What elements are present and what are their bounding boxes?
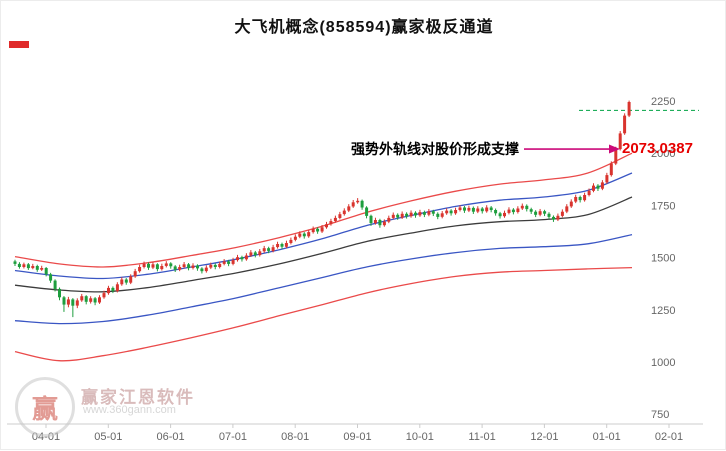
svg-text:2250: 2250 <box>651 96 675 108</box>
svg-text:09-01: 09-01 <box>343 431 371 443</box>
svg-text:06-01: 06-01 <box>157 431 185 443</box>
svg-text:02-01: 02-01 <box>655 431 683 443</box>
corner-red-mark <box>9 41 29 48</box>
svg-text:04-01: 04-01 <box>32 431 60 443</box>
svg-text:1250: 1250 <box>651 305 675 317</box>
svg-text:07-01: 07-01 <box>219 431 247 443</box>
svg-text:1000: 1000 <box>651 357 675 369</box>
svg-text:01-01: 01-01 <box>593 431 621 443</box>
support-annotation-text: 强势外轨线对股价形成支撑 <box>351 141 519 157</box>
svg-text:11-01: 11-01 <box>468 431 495 443</box>
svg-text:2000: 2000 <box>651 148 675 160</box>
svg-text:1750: 1750 <box>651 200 675 212</box>
svg-text:10-01: 10-01 <box>406 431 434 443</box>
svg-text:08-01: 08-01 <box>281 431 309 443</box>
svg-text:12-01: 12-01 <box>530 431 558 443</box>
svg-text:05-01: 05-01 <box>94 431 122 443</box>
price-label: 2073.0387 <box>622 140 693 157</box>
svg-text:750: 750 <box>651 409 669 421</box>
chart-title: 大飞机概念(858594)赢家极反通道 <box>234 19 494 36</box>
svg-text:1500: 1500 <box>651 253 675 265</box>
